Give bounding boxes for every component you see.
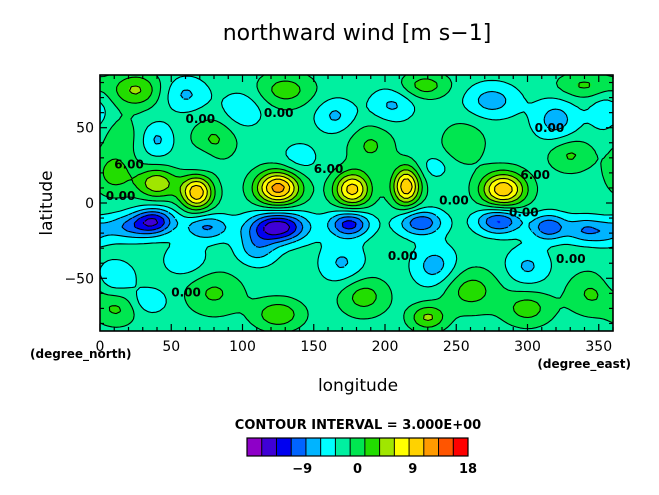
contour-label: 0.00 (264, 106, 294, 120)
colorbar-swatch (261, 438, 277, 456)
contour-line (100, 75, 613, 331)
colorbar-swatch (394, 438, 410, 456)
contour-label: 0.00 (186, 112, 216, 126)
colorbar-swatch (305, 438, 321, 456)
x-axis-ticks: 0 50 100 150 200 250 300 350 (96, 75, 614, 355)
contour-label: 0.00 (106, 189, 136, 203)
colorbar-frame (246, 437, 469, 457)
contour-line (133, 214, 357, 240)
contour-label: 0.00 (171, 285, 201, 299)
colorbar-swatch (291, 438, 307, 456)
colorbar-tick-label: 9 (408, 462, 417, 477)
contour-label: 0.00 (556, 252, 586, 266)
contour-label: 6.00 (520, 168, 550, 182)
y-tick-label: 50 (76, 121, 94, 137)
chart-title: northward wind [m s−1] (223, 21, 492, 46)
x-axis-label: longitude (318, 376, 398, 396)
y-tick-label: −50 (64, 271, 94, 287)
x-tick-label: 0 (96, 339, 105, 355)
colorbar-swatch (364, 438, 380, 456)
colorbar-swatch (276, 438, 292, 456)
x-tick-label: 200 (372, 339, 399, 355)
x-unit-label: (degree_east) (537, 357, 631, 372)
colorbar-swatch (409, 438, 425, 456)
y-unit-label: (degree_north) (30, 347, 131, 362)
colorbar-swatch (247, 438, 263, 456)
contour-labels: 0.00 0.00 0.00 6.00 6.00 6.00 0.00 0.00 0.00 0.00… (106, 106, 586, 299)
colorbar-swatch (350, 438, 366, 456)
contour-label: 6.00 (114, 157, 144, 171)
contour-label: 6.00 (314, 162, 344, 176)
colorbar-tick-label: −9 (292, 462, 312, 477)
contour-line (102, 76, 599, 328)
colorbar: −9 0 9 18 (246, 437, 477, 477)
x-tick-label: 50 (162, 339, 180, 355)
contour-line (121, 211, 601, 248)
contour-label: 0.00 (439, 194, 469, 208)
contour-label: 0.00 (388, 249, 418, 263)
colorbar-swatch (379, 438, 395, 456)
colorbar-swatch (423, 438, 439, 456)
x-tick-label: 150 (300, 339, 327, 355)
contour-line (189, 178, 513, 200)
x-tick-label: 350 (585, 339, 612, 355)
colorbar-tick-label: 18 (459, 462, 477, 477)
contour-label: 0.00 (509, 206, 539, 220)
colorbar-swatch (453, 438, 469, 456)
contour-line (128, 85, 524, 322)
contour-line (100, 75, 613, 314)
contour-line (142, 217, 291, 236)
x-tick-label: 100 (229, 339, 256, 355)
y-tick-label: 0 (85, 196, 94, 212)
colorbar-swatch (438, 438, 454, 456)
x-tick-label: 300 (514, 339, 541, 355)
colorbar-swatch (320, 438, 336, 456)
contour-line (271, 182, 285, 193)
colorbar-swatch (335, 438, 351, 456)
x-tick-label: 250 (443, 339, 470, 355)
y-axis-ticks: −50 0 50 (64, 81, 613, 325)
plot-area (100, 75, 613, 331)
contour-interval-note: CONTOUR INTERVAL = 3.000E+00 (235, 418, 481, 433)
contour-line (184, 173, 519, 204)
contour-label: 0.00 (535, 121, 565, 135)
colorbar-tick-label: 0 (353, 462, 362, 477)
y-axis-label: latitude (37, 170, 57, 235)
contour-line (100, 89, 613, 276)
contour-lines (100, 75, 613, 331)
